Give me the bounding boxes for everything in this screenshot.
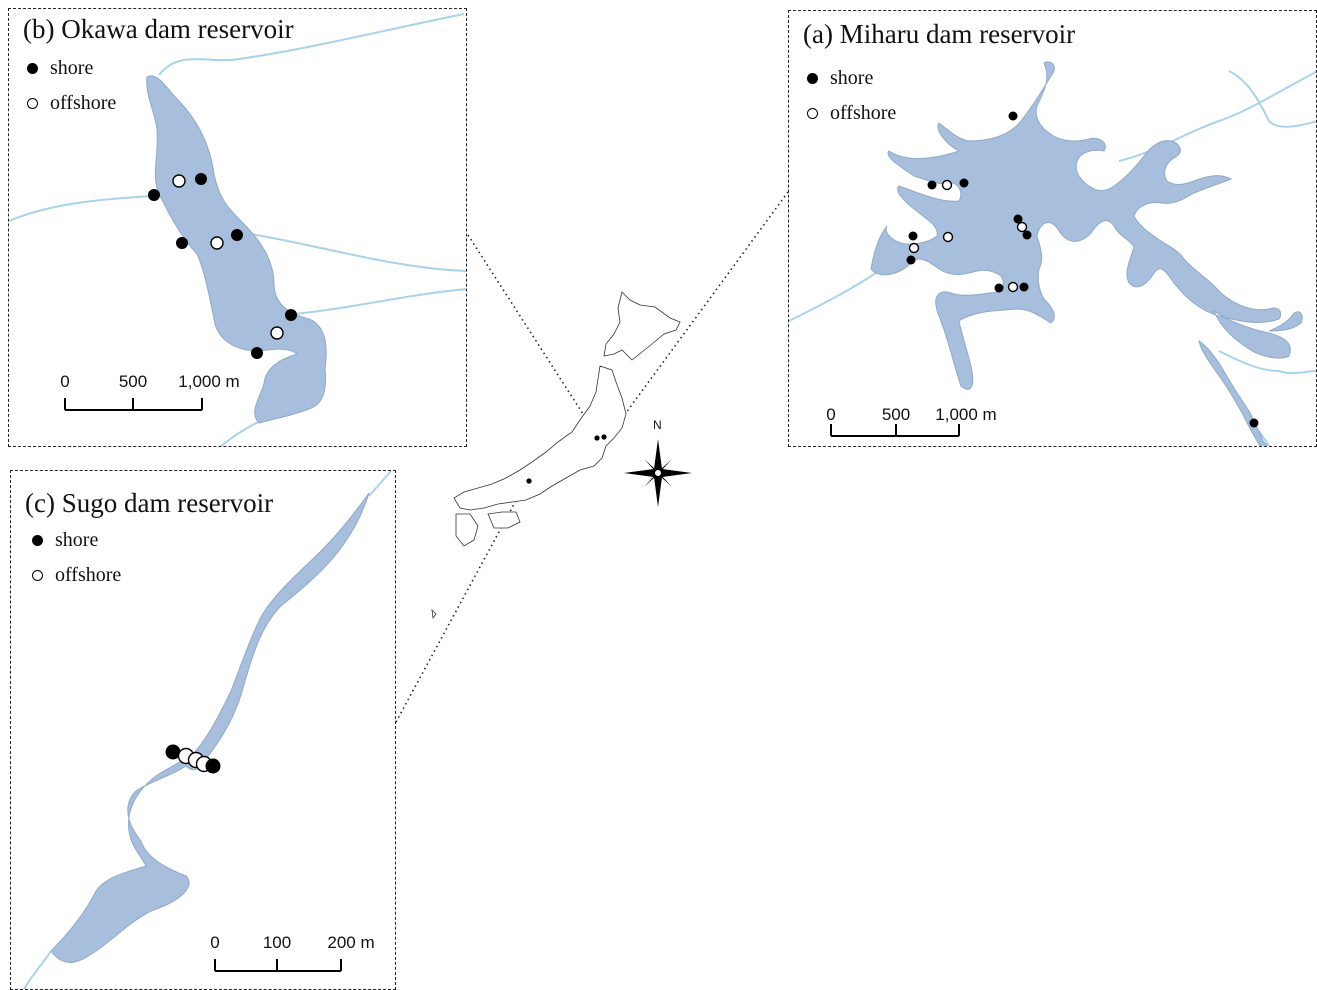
okawa-legend-shore: shore	[27, 57, 93, 80]
miharu-legend-shore: shore	[807, 67, 873, 90]
sugo-legend-shore-label: shore	[55, 529, 99, 551]
sugo-legend-offshore-label: offshore	[55, 564, 122, 586]
shore-dot-icon	[27, 63, 38, 74]
sugo-scale-bar	[214, 959, 342, 972]
okawa-map	[9, 13, 466, 446]
miharu-scale-label-0: 0	[826, 405, 836, 424]
okawa-legend-offshore-label: offshore	[50, 92, 117, 114]
sugo-site-shore-marker	[205, 758, 221, 774]
miharu-panel: (a) Miharu dam reservoir shore offshore …	[788, 10, 1317, 447]
sugo-legend-offshore: offshore	[32, 564, 121, 587]
okawa-site-shore-marker	[285, 309, 297, 321]
okawa-panel: (b) Okawa dam reservoir shore offshore 0…	[8, 8, 467, 447]
miharu-site-shore-marker	[927, 180, 937, 190]
okawa-site-offshore-marker	[210, 236, 224, 250]
sugo-title: (c) Sugo dam reservoir	[25, 488, 274, 518]
okawa-site-shore-marker	[231, 229, 243, 241]
sugo-scale-label-0: 0	[210, 933, 220, 952]
okawa-scale-label-1: 500	[118, 372, 148, 391]
miharu-legend-offshore-label: offshore	[830, 102, 897, 124]
shore-dot-icon	[807, 73, 818, 84]
okawa-legend-shore-label: shore	[50, 57, 94, 79]
okawa-site-shore-marker	[195, 173, 207, 185]
okawa-rivers	[9, 13, 466, 446]
miharu-scale-label-1: 500	[881, 405, 911, 424]
okawa-legend-offshore: offshore	[27, 92, 116, 115]
offshore-dot-icon	[32, 570, 43, 581]
miharu-scale-bar	[830, 424, 960, 437]
okawa-title: (b) Okawa dam reservoir	[23, 14, 294, 44]
hokkaido-outline	[603, 291, 681, 361]
miharu-legend-shore-label: shore	[830, 67, 874, 89]
okawa-scale-label-2: 1,000 m	[178, 372, 240, 391]
okawa-scale-bar	[64, 398, 203, 411]
okawa-site-offshore-marker	[270, 326, 284, 340]
miharu-site-shore-marker	[1022, 230, 1032, 240]
miharu-site-offshore-marker	[941, 179, 953, 191]
miharu-site-shore-marker	[908, 231, 918, 241]
miharu-site-offshore-marker	[942, 231, 954, 243]
okawa-reservoir	[146, 75, 327, 424]
sugo-rivers	[22, 471, 392, 989]
sugo-reservoir	[50, 492, 370, 963]
sugo-scale-label-2: 200 m	[327, 933, 375, 952]
sugo-site-shore-marker	[165, 744, 181, 760]
miharu-site-shore-marker	[1008, 111, 1018, 121]
sugo-panel: (c) Sugo dam reservoir shore offshore 0 …	[10, 470, 396, 990]
miharu-site-shore-marker	[994, 283, 1004, 293]
miharu-site-shore-marker	[1249, 418, 1259, 428]
okawa-site-shore-marker	[251, 347, 263, 359]
miharu-site-shore-marker	[1019, 282, 1029, 292]
miharu-map	[789, 61, 1316, 446]
japan-outline	[431, 291, 681, 620]
miharu-site-offshore-marker	[908, 242, 920, 254]
miharu-site-shore-marker	[906, 255, 916, 265]
overview-site-markers	[526, 434, 607, 484]
small-island-outline	[431, 608, 437, 620]
okawa-scale-label-0: 0	[60, 372, 70, 391]
okawa-site-shore-marker	[148, 189, 160, 201]
offshore-dot-icon	[27, 98, 38, 109]
miharu-site-offshore-marker	[1007, 281, 1019, 293]
kyushu-outline	[455, 513, 479, 547]
miharu-scale-label-2: 1,000 m	[935, 405, 997, 424]
miharu-reservoir	[870, 61, 1303, 446]
miharu-rivers	[789, 70, 1316, 446]
okawa-site-shore-marker	[176, 237, 188, 249]
offshore-dot-icon	[807, 108, 818, 119]
miharu-legend-offshore: offshore	[807, 102, 896, 125]
sugo-scale-label-1: 100	[262, 933, 292, 952]
honshu-outline	[453, 365, 627, 511]
okawa-site-offshore-marker	[172, 174, 186, 188]
compass-north-label: N	[653, 418, 662, 432]
miharu-title: (a) Miharu dam reservoir	[803, 19, 1076, 49]
shikoku-outline	[487, 511, 521, 529]
miharu-site-shore-marker	[1013, 214, 1023, 224]
compass-rose-icon	[624, 439, 692, 507]
sugo-map	[22, 471, 392, 989]
shore-dot-icon	[32, 535, 43, 546]
miharu-site-shore-marker	[959, 178, 969, 188]
sugo-legend-shore: shore	[32, 529, 98, 552]
miharu-site-offshore-marker	[1016, 221, 1028, 233]
